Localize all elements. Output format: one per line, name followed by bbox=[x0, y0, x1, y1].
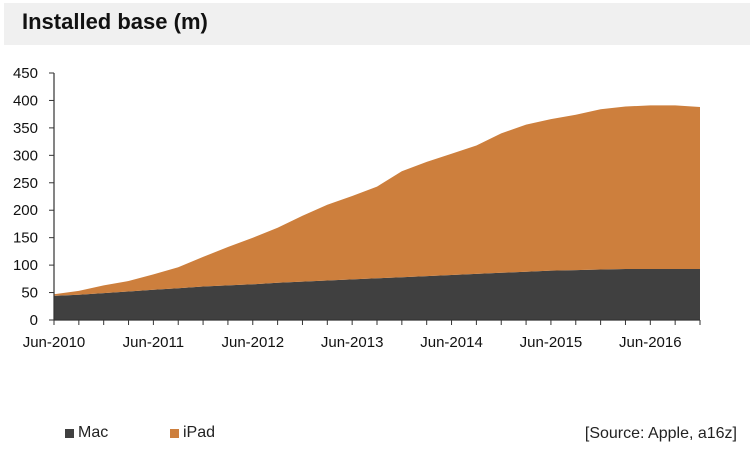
y-tick-label: 250 bbox=[13, 175, 38, 192]
x-tick-label: Jun-2012 bbox=[221, 334, 284, 351]
y-tick-label: 350 bbox=[13, 120, 38, 137]
y-tick-label: 200 bbox=[13, 202, 38, 219]
x-tick-label: Jun-2015 bbox=[520, 334, 583, 351]
y-tick-label: 300 bbox=[13, 147, 38, 164]
y-axis-ticks: 0 50 100 150 200 250 300 350 400 450 bbox=[13, 65, 54, 329]
source-note: [Source: Apple, a16z] bbox=[584, 425, 737, 442]
x-axis-ticks: Jun-2010 Jun-2011 Jun-2012 Jun-2013 Jun-2014… bbox=[23, 320, 701, 351]
x-tick-label: Jun-2011 bbox=[123, 334, 184, 351]
x-tick-label: Jun-2013 bbox=[321, 334, 384, 351]
x-tick-label: Jun-2010 bbox=[23, 334, 86, 351]
legend-item-mac: Mac bbox=[65, 424, 108, 442]
y-tick-label: 150 bbox=[13, 230, 38, 247]
legend-label-mac: Mac bbox=[78, 424, 109, 441]
series-area-ipad bbox=[54, 105, 700, 296]
series-area-mac bbox=[54, 269, 700, 320]
legend-item-ipad: iPad bbox=[170, 424, 215, 442]
y-tick-label: 0 bbox=[30, 312, 38, 329]
legend-swatch-mac bbox=[65, 428, 74, 438]
legend-label-ipad: iPad bbox=[183, 424, 216, 441]
title-bar: Installed base (m) bbox=[4, 3, 750, 45]
x-tick-label: Jun-2014 bbox=[420, 334, 483, 351]
y-tick-label: 100 bbox=[13, 257, 38, 274]
y-tick-label: 450 bbox=[13, 65, 38, 82]
y-tick-label: 50 bbox=[21, 285, 38, 302]
area-series bbox=[54, 105, 700, 320]
legend-swatch-ipad bbox=[170, 428, 179, 438]
y-tick-label: 400 bbox=[13, 92, 38, 109]
chart-title: Installed base (m) bbox=[22, 9, 208, 34]
x-tick-label: Jun-2016 bbox=[619, 334, 682, 351]
